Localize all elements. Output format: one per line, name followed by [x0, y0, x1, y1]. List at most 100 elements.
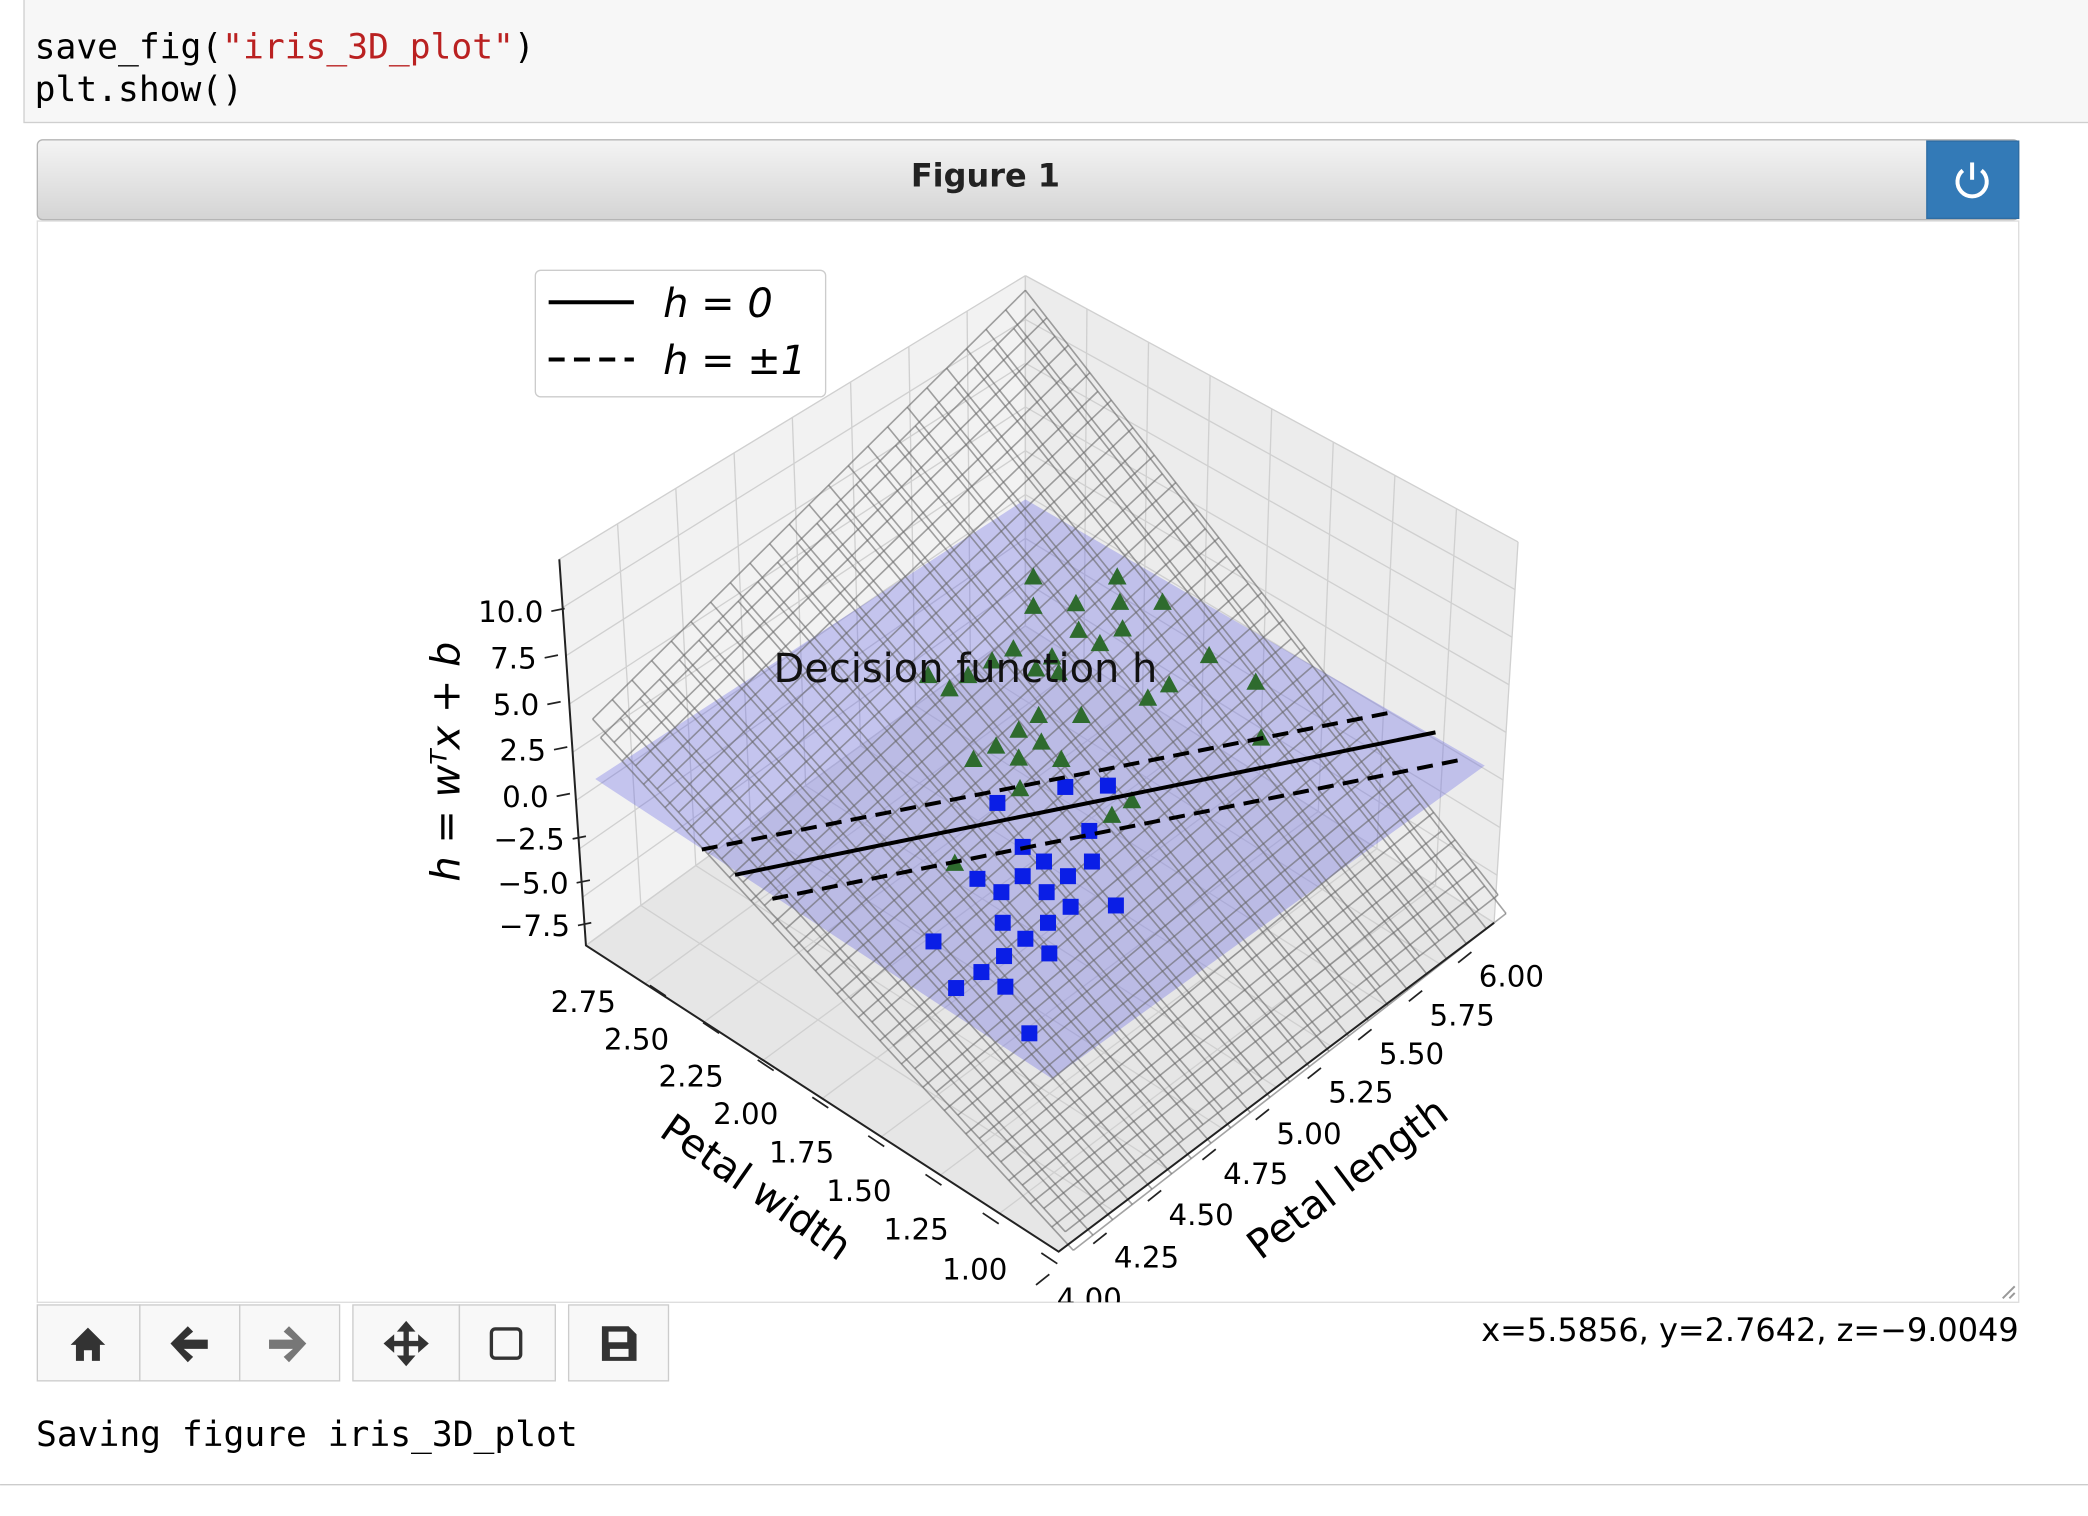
wire-line — [986, 802, 1421, 1158]
wire-line — [922, 720, 1357, 1088]
square-marker — [1062, 898, 1079, 915]
wire-line — [777, 561, 1251, 1114]
square-marker — [1107, 897, 1124, 914]
annotation: Decision function h — [773, 646, 1157, 692]
square-marker — [969, 870, 986, 887]
tick-mark — [572, 835, 587, 840]
square-marker — [993, 884, 1010, 901]
legend: h = 0 h = ±1 — [534, 269, 827, 398]
cursor-coordinates: x=5.5856, y=2.7642, z=−9.0049 — [1481, 1311, 2018, 1349]
width-tick-label: 1.25 — [884, 1213, 949, 1247]
wire-line — [1000, 811, 1435, 1163]
wire-line — [857, 638, 1292, 1018]
square-marker — [1017, 930, 1034, 947]
wire-line — [1064, 894, 1499, 1233]
square-marker — [973, 964, 990, 981]
square-marker — [1021, 1025, 1038, 1042]
tick-mark — [551, 607, 565, 613]
z-tick-label: 10.0 — [478, 595, 543, 629]
tick-mark — [1307, 1067, 1322, 1080]
z-tick-label: 5.0 — [493, 688, 540, 722]
triangle-marker — [1090, 633, 1110, 652]
triangle-marker — [1199, 645, 1219, 664]
length-tick-label: 5.50 — [1379, 1037, 1444, 1071]
grid-line — [1025, 581, 1498, 876]
wire-line — [651, 660, 1125, 1187]
tick-mark — [556, 792, 571, 798]
zoom-button[interactable] — [458, 1304, 556, 1382]
triangle-marker — [1071, 705, 1091, 724]
axis-line — [558, 559, 1495, 1253]
z-tick-label: −5.0 — [498, 866, 569, 900]
length-tick-label: 6.00 — [1479, 960, 1544, 994]
wire-line — [935, 729, 1370, 1093]
code-token: ) — [514, 28, 535, 68]
triangle-marker — [1069, 620, 1088, 638]
grid-line — [999, 885, 1436, 1214]
tick-mark — [577, 921, 592, 927]
triangle-marker — [1032, 732, 1051, 750]
close-button[interactable] — [1926, 140, 2020, 220]
tick-mark — [547, 700, 561, 706]
triangle-marker — [1024, 567, 1043, 585]
wire-line — [670, 640, 1145, 1171]
code-cell — [23, 0, 2088, 124]
triangle-marker — [986, 736, 1006, 754]
triangle-marker — [1051, 749, 1071, 767]
wire-line — [678, 659, 1153, 1190]
wire-line — [659, 678, 1133, 1205]
z-axis-label: h = wᵀx + b — [423, 642, 469, 882]
z-tick-label: 7.5 — [490, 641, 537, 675]
wire-line — [1051, 885, 1486, 1228]
wire-line — [1008, 830, 1443, 1182]
tick-mark — [1457, 951, 1472, 964]
code-string: "iris_3D_plot" — [222, 28, 514, 68]
triangle-marker — [918, 665, 938, 684]
wire-line — [796, 542, 1271, 1098]
wire-line — [1072, 912, 1507, 1251]
output-text: Saving figure iris_3D_plot — [36, 1415, 578, 1455]
triangle-marker — [1153, 592, 1172, 610]
width-tick-label: 1.00 — [942, 1253, 1007, 1287]
triangle-marker — [1102, 805, 1122, 823]
wire-line — [943, 747, 1378, 1112]
triangle-marker — [1010, 778, 1030, 797]
tick-mark — [1201, 1148, 1217, 1161]
square-marker — [1041, 945, 1058, 962]
resize-handle[interactable] — [2002, 1285, 2016, 1299]
wire-line — [757, 581, 1232, 1129]
wire-line — [879, 665, 1314, 1042]
square-marker — [1059, 868, 1076, 885]
wire-line — [599, 737, 1074, 1251]
grid-line — [582, 581, 1026, 898]
code-line: plt.show() — [35, 70, 243, 110]
tick-mark — [1408, 990, 1423, 1003]
tick-mark — [811, 1096, 829, 1109]
wire-line — [710, 601, 1184, 1141]
triangle-marker — [1024, 596, 1043, 614]
wire-line — [900, 693, 1335, 1065]
wire-line — [611, 699, 1086, 1217]
square-marker — [1038, 884, 1055, 901]
triangle-marker — [1004, 639, 1023, 657]
tick-mark — [1035, 1273, 1050, 1286]
grid-line — [1025, 450, 1507, 733]
grid-line — [1434, 508, 1458, 886]
triangle-marker — [1066, 593, 1086, 612]
square-marker — [1057, 778, 1074, 795]
width-tick-label: 2.00 — [713, 1097, 778, 1131]
grid-line — [915, 705, 1386, 1006]
z-tick-label: 0.0 — [502, 780, 549, 814]
triangle-marker — [1026, 659, 1046, 677]
triangle-marker — [1042, 647, 1062, 665]
width-tick-label: 2.25 — [659, 1060, 724, 1094]
square-marker — [994, 914, 1011, 931]
tick-mark — [1092, 1232, 1108, 1245]
length-tick-label: 5.00 — [1276, 1117, 1341, 1151]
grid-line — [805, 785, 1277, 1088]
triangle-marker — [964, 749, 983, 767]
triangle-marker — [1113, 619, 1132, 637]
square-marker — [1099, 777, 1116, 794]
legend-label: h = 0 — [663, 281, 773, 327]
